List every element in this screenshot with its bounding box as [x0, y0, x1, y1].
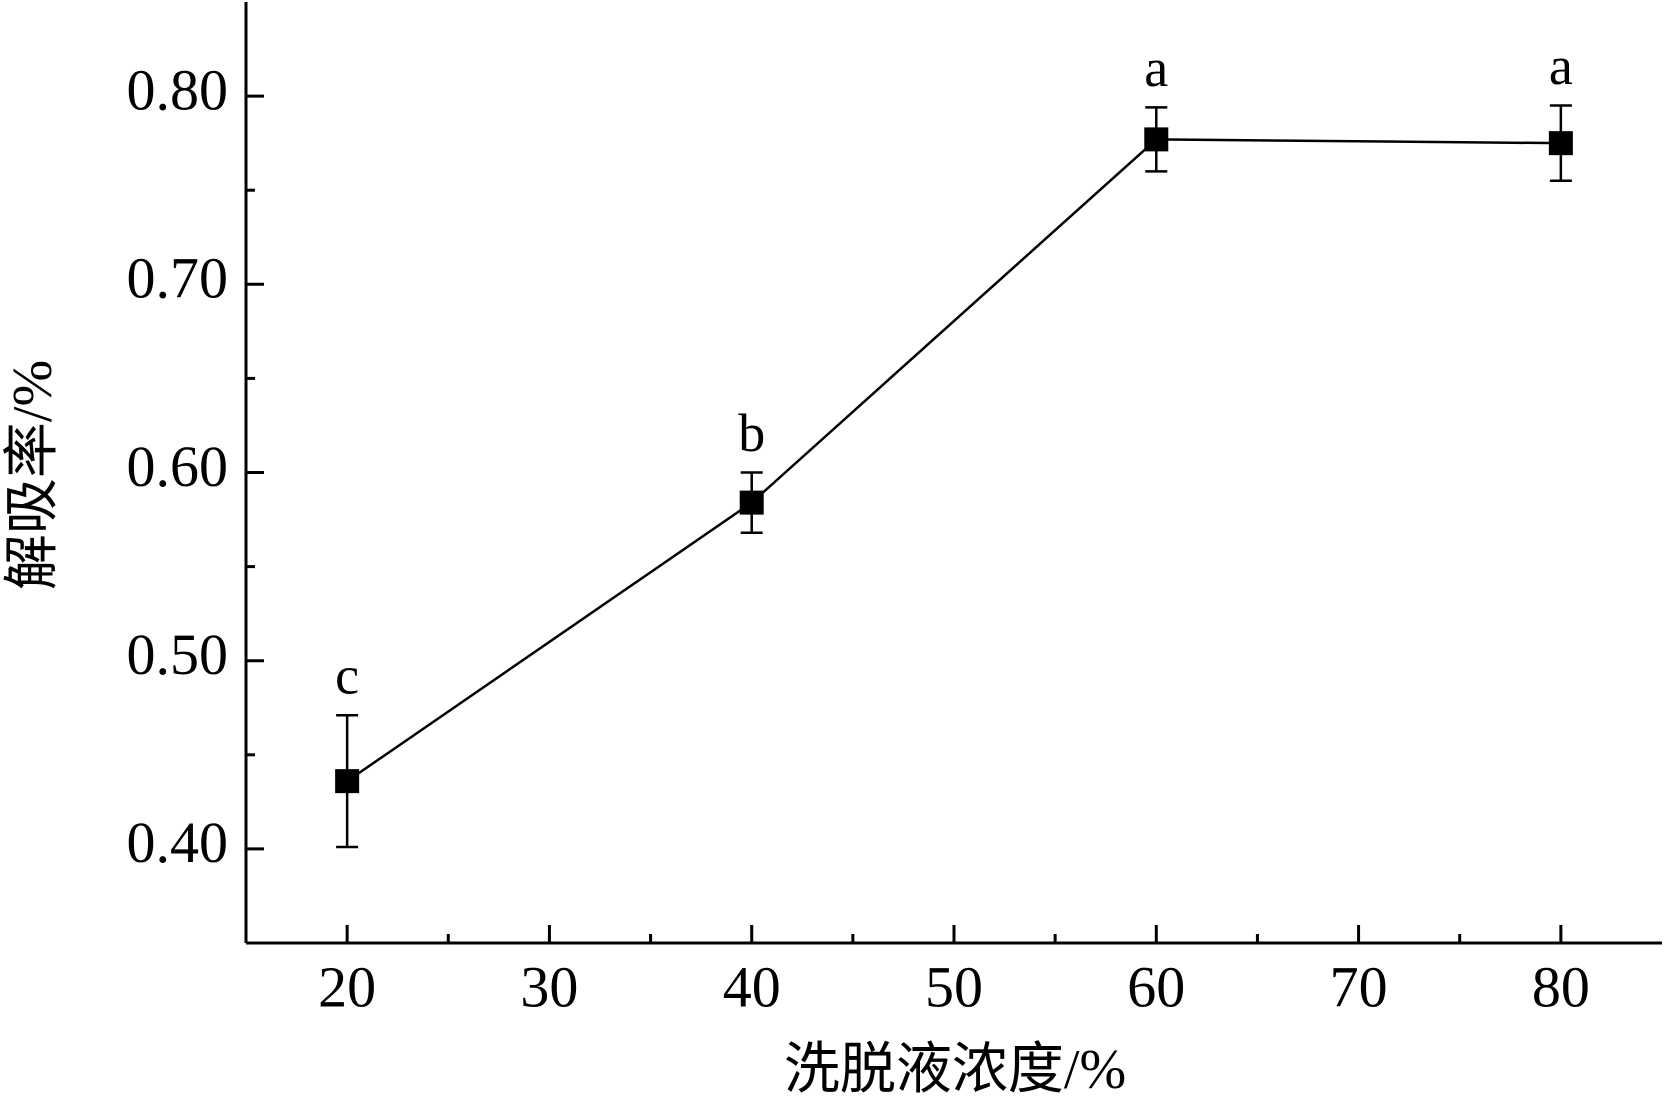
x-tick-label: 70: [1330, 954, 1388, 1019]
x-axis-label: 洗脱液浓度/%: [784, 1039, 1126, 1101]
y-tick-label: 0.40: [127, 810, 229, 875]
point-label: c: [335, 646, 359, 706]
y-tick-label: 0.60: [127, 434, 229, 499]
marker: [739, 490, 764, 515]
point-label: b: [738, 403, 765, 463]
x-tick-label: 40: [723, 954, 781, 1019]
x-tick-label: 20: [318, 954, 376, 1019]
line: [346, 138, 1561, 783]
x-tick-label: 30: [520, 954, 578, 1019]
y-tick-label: 0.70: [127, 246, 229, 311]
y-tick-label: 0.80: [127, 57, 229, 122]
x-tick-label: 50: [925, 954, 983, 1019]
marker: [1144, 127, 1169, 152]
x-tick-label: 60: [1127, 954, 1185, 1019]
y-axis-label: 解吸率/%: [2, 360, 64, 590]
point-label: a: [1144, 38, 1168, 98]
y-tick-label: 0.50: [127, 622, 229, 687]
marker: [335, 769, 360, 794]
marker: [1548, 131, 1573, 156]
x-tick-label: 80: [1532, 954, 1590, 1019]
point-label: a: [1549, 36, 1573, 96]
